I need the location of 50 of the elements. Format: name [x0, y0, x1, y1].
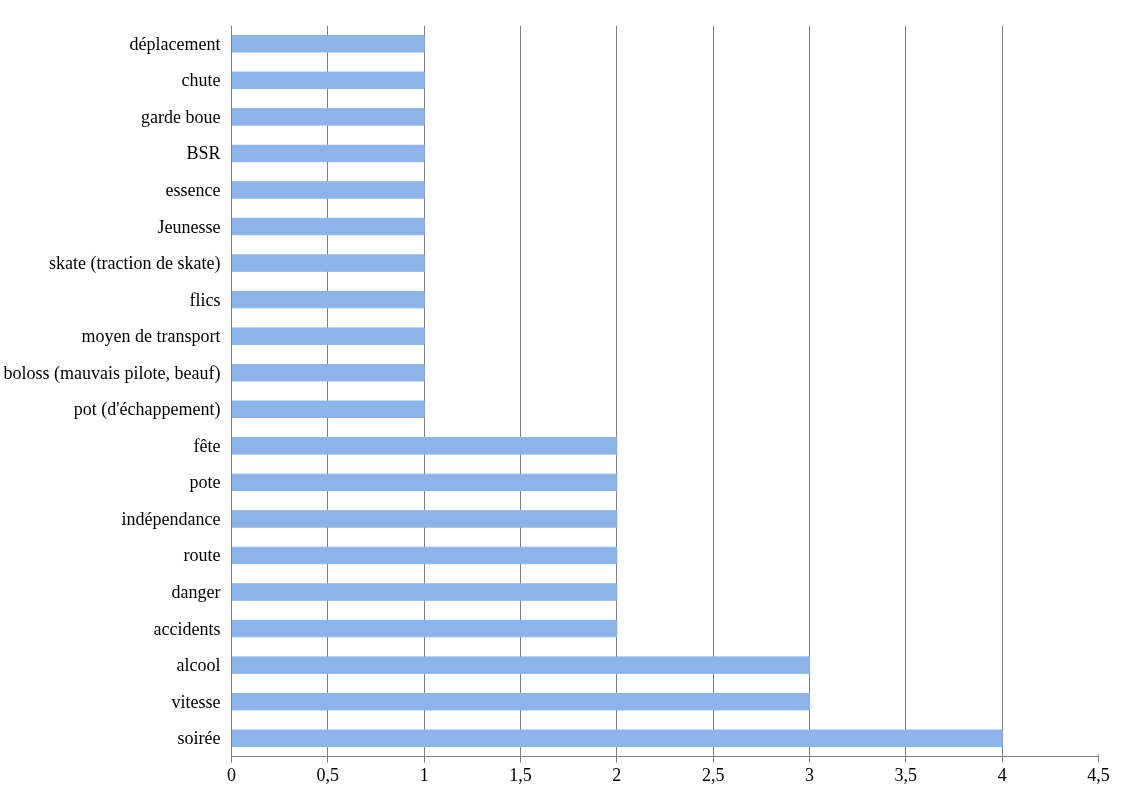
y-tick-label: danger: [171, 582, 221, 603]
x-tick-label: 3: [805, 764, 814, 785]
x-tick-label: 4: [997, 764, 1007, 785]
x-tick-label: 1,5: [509, 764, 532, 785]
x-tick-label: 2,5: [701, 764, 725, 785]
y-tick-label: garde boue: [141, 106, 221, 127]
y-tick-label: pote: [189, 472, 221, 493]
y-tick-label: déplacement: [129, 33, 221, 54]
bar: [231, 181, 425, 199]
y-tick-label: vitesse: [171, 691, 221, 712]
y-tick-label: chute: [181, 70, 221, 91]
y-tick-label: moyen de transport: [81, 326, 221, 347]
bar: [231, 400, 425, 418]
y-tick-label: boloss (mauvais pilote, beauf): [3, 362, 221, 384]
y-tick-label: essence: [165, 179, 221, 200]
x-tick-label: 1: [419, 764, 429, 785]
y-tick-label: alcool: [176, 655, 221, 676]
x-tick-label: 4,5: [1087, 764, 1110, 785]
x-tick-label: 0,5: [316, 764, 340, 785]
bar: [231, 364, 425, 382]
bar: [231, 144, 425, 163]
bar: [231, 656, 810, 674]
y-tick-label: fête: [193, 435, 221, 456]
bar: [231, 290, 425, 309]
bar: [231, 692, 810, 711]
y-tick-label: BSR: [186, 143, 221, 164]
y-tick-label: pot (d'échappement): [73, 399, 221, 421]
bar: [231, 546, 618, 565]
bar: [231, 473, 618, 492]
y-tick-label: flics: [189, 289, 221, 310]
y-tick-label: indépendance: [121, 508, 221, 529]
bar: [231, 437, 618, 455]
bar: [231, 583, 618, 601]
x-tick-label: 2: [612, 764, 622, 785]
y-tick-label: route: [183, 545, 221, 566]
y-tick-label: accidents: [153, 618, 221, 639]
y-tick-label: soirée: [177, 728, 221, 749]
bar: [231, 35, 425, 53]
bar: [231, 327, 425, 345]
bar: [231, 510, 618, 528]
bar: [231, 108, 425, 126]
x-tick-label: 0: [227, 764, 236, 785]
bar: [231, 217, 425, 236]
x-tick-label: 3,5: [894, 764, 918, 785]
bar: [231, 619, 618, 638]
bar: [231, 729, 1003, 747]
y-tick-label: skate (traction de skate): [49, 253, 221, 275]
bar: [231, 254, 425, 272]
bar: [231, 71, 425, 90]
y-tick-label: Jeunesse: [157, 216, 221, 237]
